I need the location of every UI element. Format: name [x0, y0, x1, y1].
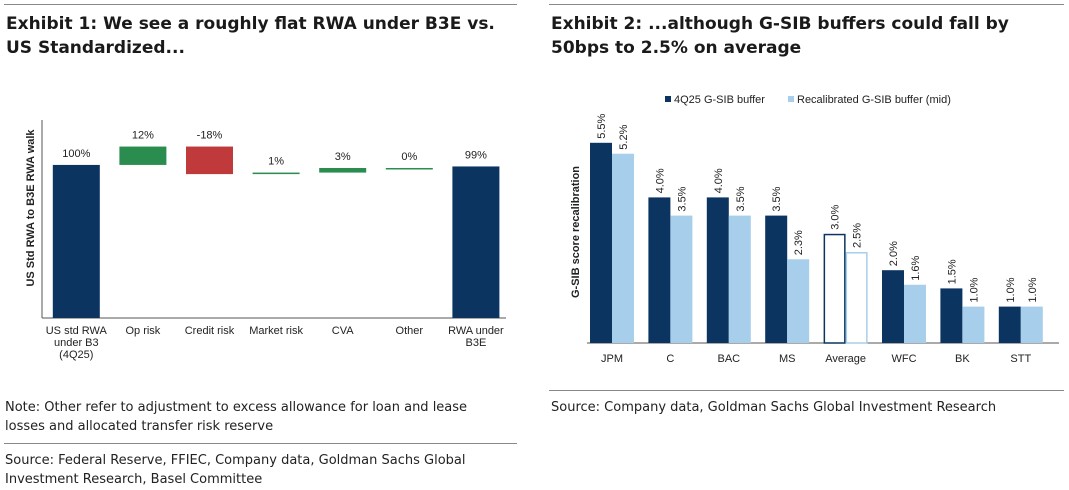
chart1-category-label-5: Other [396, 325, 424, 337]
chart2-data-label-c-series1: 4.0% [654, 168, 666, 193]
chart1-category-label-6-line1: B3E [466, 337, 487, 349]
exhibit2-source: Source: Company data, Goldman Sachs Glob… [551, 400, 997, 415]
chart2-category-label-bac: BAC [717, 353, 740, 365]
chart2-data-label-stt-series1: 1.0% [1005, 277, 1017, 302]
chart1-data-label-5: 0% [401, 151, 417, 163]
chart2-y-axis-label: G-SIB score recalibration [570, 166, 582, 298]
chart2-data-label-average-series1: 3.0% [830, 205, 842, 230]
chart1-data-label-4: 3% [335, 151, 351, 163]
chart2-bar-bac-series2 [728, 215, 751, 343]
chart2-data-label-bac-series1: 4.0% [713, 168, 725, 193]
chart2-data-label-bk-series2: 1.0% [968, 277, 980, 302]
chart1-category-label-0-line2: (4Q25) [59, 349, 93, 361]
chart1-bar-1 [119, 146, 167, 165]
chart2-data-label-c-series2: 3.5% [676, 186, 688, 211]
legend-label-recalibrated: Recalibrated G-SIB buffer (mid) [797, 94, 951, 106]
chart2-bar-wfc-series1 [882, 270, 904, 343]
chart2-category-label-bk: BK [955, 353, 970, 365]
chart2-bar-bac-series1 [706, 197, 729, 343]
exhibit2-title: Exhibit 2: ...although G-SIB buffers cou… [551, 14, 1009, 58]
chart1-bar-6 [452, 166, 500, 318]
chart2-legend: 4Q25 G-SIB buffer Recalibrated G-SIB buf… [665, 94, 951, 106]
exhibit2-source-rule [549, 390, 1064, 391]
chart2-bar-ms-series2 [787, 259, 810, 343]
exhibit1-note: Note: Other refer to adjustment to exces… [5, 400, 468, 434]
chart2-bar-jpm-series2 [612, 153, 634, 343]
chart1-bar-5 [385, 167, 433, 170]
chart2-bar-bk-series2 [962, 306, 985, 343]
chart2-bar-c-series1 [648, 197, 671, 343]
chart2-data-label-ms-series2: 2.3% [793, 230, 805, 255]
chart1-bar-0 [52, 164, 100, 318]
chart1-bar-2 [186, 146, 233, 175]
chart2-data-label-ms-series1: 3.5% [771, 186, 783, 211]
chart2-data-label-wfc-series1: 2.0% [888, 241, 900, 266]
chart1-category-label-6: RWA under [448, 325, 504, 337]
chart1-y-axis-label: US Std RWA to B3E RWA walk [25, 129, 37, 287]
exhibit1-title: Exhibit 1: We see a roughly flat RWA und… [6, 14, 495, 58]
chart2-category-label-wfc: WFC [891, 353, 916, 365]
chart1-category-label-4: CVA [332, 325, 354, 337]
chart2-bar-c-series2 [670, 215, 693, 343]
chart2-data-label-average-series2: 2.5% [852, 223, 864, 248]
chart1-bar-3 [252, 172, 300, 175]
chart2-category-label-stt: STT [1010, 353, 1031, 365]
exhibit2-top-rule [549, 4, 1064, 5]
chart2-bar-stt-series1 [998, 306, 1021, 343]
chart2-category-label-ms: MS [779, 353, 796, 365]
chart1-category-label-1: Op risk [125, 325, 160, 337]
chart1-category-label-3: Market risk [249, 325, 303, 337]
chart1-category-label-0: US std RWA [46, 325, 108, 337]
chart1-data-label-6: 99% [465, 149, 487, 161]
chart1-bar-4 [319, 167, 367, 173]
chart2-data-label-bac-series2: 3.5% [735, 186, 747, 211]
chart2-data-label-stt-series2: 1.0% [1027, 277, 1039, 302]
chart1-data-label-0: 100% [62, 148, 90, 160]
chart2-bar-jpm-series1 [590, 142, 612, 343]
exhibit2-chart: G-SIB score recalibration 4Q25 G-SIB buf… [570, 94, 1059, 365]
chart2-bar-average-series1 [823, 233, 846, 344]
chart2-data-label-wfc-series2: 1.6% [910, 255, 922, 280]
chart2-data-label-jpm-series2: 5.2% [618, 124, 630, 149]
exhibit1-top-rule [4, 4, 517, 5]
chart2-category-label-average: Average [825, 353, 866, 365]
chart1-category-label-0-line1: under B3 [54, 337, 99, 349]
chart1-category-label-2: Credit risk [185, 325, 235, 337]
chart2-category-label-c: C [666, 353, 674, 365]
legend-swatch-recalibrated [788, 96, 794, 102]
chart2-bar-bk-series1 [940, 288, 963, 343]
exhibit1-source: Source: Federal Reserve, FFIEC, Company … [5, 453, 466, 487]
chart2-category-label-jpm: JPM [601, 353, 623, 365]
exhibit1-chart: US Std RWA to B3E RWA walk 100% 12% -18% 1%… [25, 120, 506, 361]
chart2-bar-average-series2 [845, 252, 868, 344]
chart2-data-label-bk-series1: 1.5% [946, 259, 958, 284]
chart2-bar-stt-series2 [1020, 306, 1043, 343]
exhibit1-note-rule [4, 443, 517, 444]
chart1-data-label-1: 12% [132, 130, 154, 142]
chart1-data-label-3: 1% [268, 156, 284, 168]
chart2-bar-wfc-series2 [904, 284, 926, 343]
chart1-data-label-2: -18% [197, 130, 223, 142]
chart2-bar-ms-series1 [765, 215, 788, 343]
chart2-data-label-jpm-series1: 5.5% [596, 114, 608, 139]
legend-label-4q25: 4Q25 G-SIB buffer [674, 94, 765, 106]
legend-swatch-4q25 [665, 96, 671, 102]
